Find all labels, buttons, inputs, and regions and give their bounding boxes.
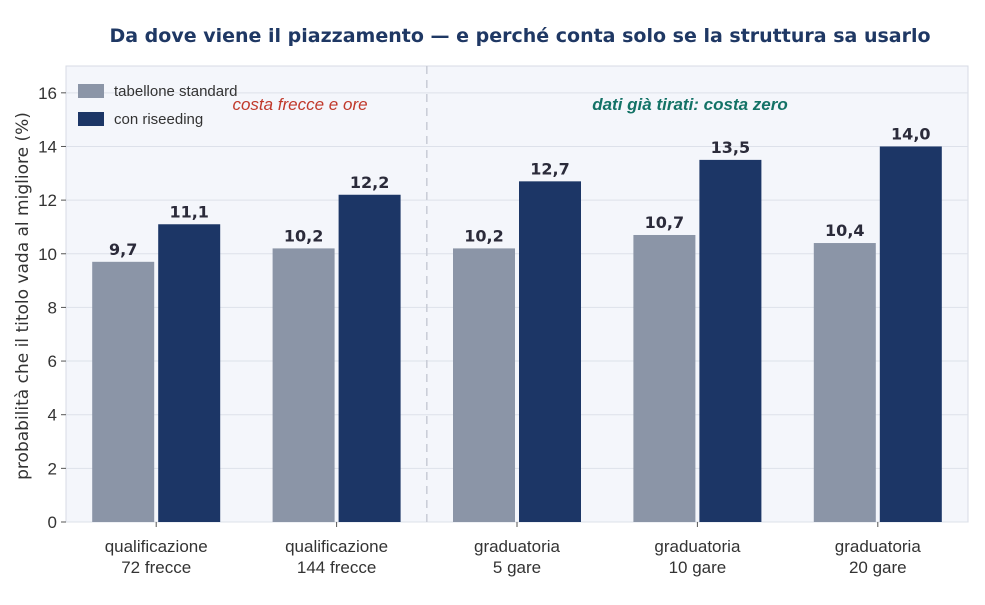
bar-value-label: 14,0 [891,124,930,143]
bar-riseeding [338,194,401,523]
y-tick-label: 0 [48,513,57,532]
legend-swatch-standard [78,84,104,98]
x-category-label: qualificazione [285,537,388,556]
legend-swatch-riseeding [78,112,104,126]
bar-value-label: 12,7 [530,159,569,178]
x-category-label: graduatoria [835,537,922,556]
y-tick-label: 14 [38,137,57,156]
bar-riseeding [699,159,762,522]
bar-standard [92,261,155,522]
bar-value-label: 10,4 [825,221,864,240]
bar-value-label: 11,1 [169,202,208,221]
bar-value-label: 9,7 [109,240,137,259]
bar-value-label: 10,2 [284,226,323,245]
chart-title: Da dove viene il piazzamento — e perché … [109,25,930,47]
bar-standard [813,243,876,523]
annotation-right: dati già tirati: costa zero [592,95,788,114]
bar-value-labels: 9,7 11,1 10,2 12,2 10,2 12,7 10,7 13,5 10,4 14,0 [109,124,931,258]
x-category-label: graduatoria [654,537,741,556]
y-tick-label: 6 [48,352,57,371]
x-category-label: graduatoria [474,537,561,556]
bar-standard [272,248,335,522]
y-tick-label: 12 [38,191,57,210]
y-tick-label: 2 [48,459,57,478]
legend-label-riseeding: con riseeding [114,111,203,128]
bar-standard [453,248,515,522]
x-category-label: 144 frecce [297,558,376,577]
y-tick-label: 10 [38,245,57,264]
x-category-label: 20 gare [849,558,907,577]
y-axis-label: probabilità che il titolo vada al miglio… [13,112,33,480]
legend: tabellone standard con riseeding [78,83,237,128]
legend-label-standard: tabellone standard [114,83,237,100]
bar-riseeding [519,181,581,522]
x-category-label: qualificazione [105,537,208,556]
bar-value-label: 13,5 [711,138,750,157]
y-tick-label: 16 [38,84,57,103]
y-axis-ticks: 0 2 4 6 8 10 12 14 16 [38,84,66,532]
y-tick-label: 4 [48,406,57,425]
x-category-label: 5 gare [493,558,541,577]
x-axis-categories: qualificazione 72 frecce qualificazione 144… [105,522,922,577]
bar-standard [633,234,696,523]
x-category-label: 10 gare [669,558,727,577]
y-tick-label: 8 [48,298,57,317]
annotation-left: costa frecce e ore [232,95,367,114]
bar-riseeding [158,224,221,522]
bar-value-label: 12,2 [350,173,389,192]
bars [92,146,942,523]
x-category-label: 72 frecce [121,558,191,577]
bar-value-label: 10,7 [645,213,684,232]
bar-riseeding [879,146,942,522]
bar-value-label: 10,2 [464,226,503,245]
